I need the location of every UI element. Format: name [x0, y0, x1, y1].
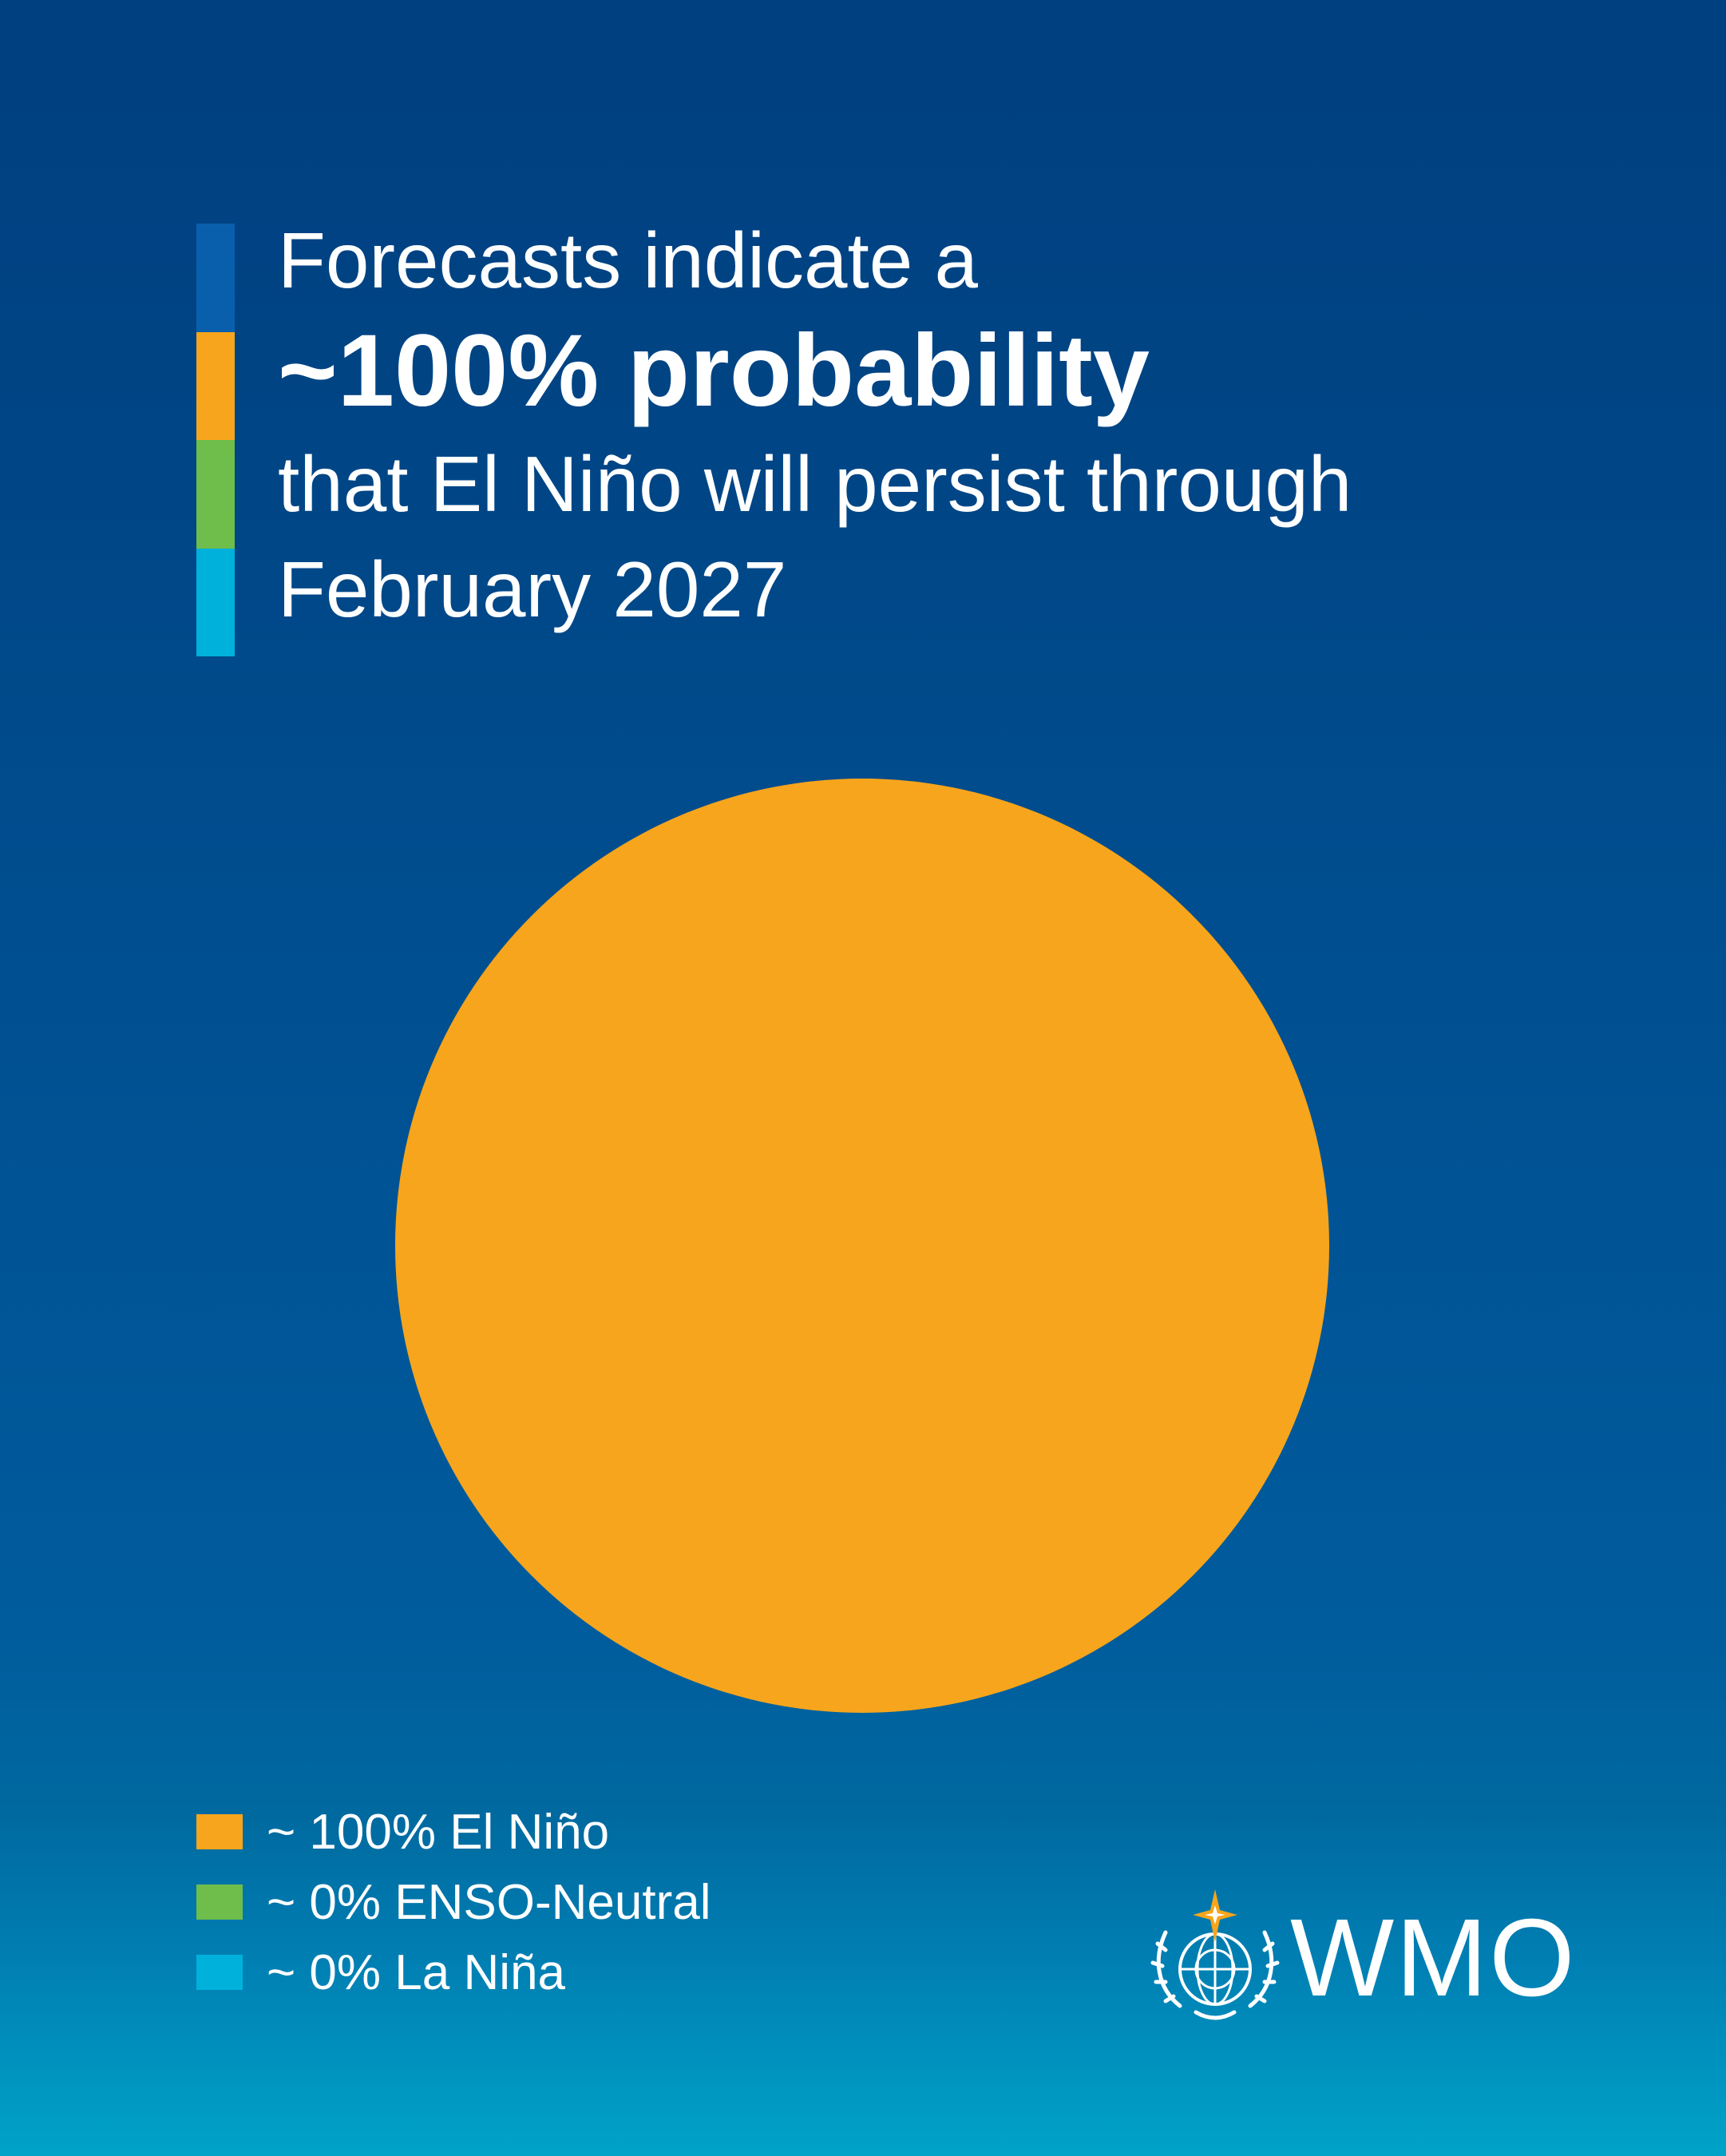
legend-label-enso-neutral: ~ 0% ENSO-Neutral [267, 1874, 711, 1930]
pie-chart [395, 779, 1329, 1713]
un-emblem-with-star-icon [1150, 1889, 1280, 2020]
legend-item-la-nina: ~ 0% La Niña [196, 1937, 711, 2007]
legend-swatch-el-nino [196, 1814, 243, 1849]
accent-segment-blue [196, 224, 235, 332]
legend-swatch-la-nina [196, 1955, 243, 1990]
accent-segment-green [196, 440, 235, 549]
legend-item-el-nino: ~ 100% El Niño [196, 1797, 711, 1867]
accent-segment-orange [196, 331, 235, 440]
headline-line-4: February 2027 [278, 545, 787, 633]
headline-line-3: that El Niño will persist through [278, 440, 1352, 528]
pie-slice-el-nino [395, 779, 1329, 1713]
headline-probability: ~100% probability [278, 314, 1150, 428]
headline-accent-bar [196, 224, 235, 656]
accent-segment-cyan [196, 548, 235, 656]
wmo-logo-text: WMO [1290, 1896, 1577, 2019]
headline-line-1: Forecasts indicate a [278, 216, 978, 304]
wmo-logo: WMO [1148, 1886, 1577, 2030]
legend-item-enso-neutral: ~ 0% ENSO-Neutral [196, 1867, 711, 1937]
legend: ~ 100% El Niño ~ 0% ENSO-Neutral ~ 0% La… [196, 1797, 711, 2007]
headline: Forecasts indicate a ~100% probability t… [278, 209, 1675, 642]
legend-label-la-nina: ~ 0% La Niña [267, 1944, 565, 2000]
legend-label-el-nino: ~ 100% El Niño [267, 1804, 610, 1860]
legend-swatch-enso-neutral [196, 1885, 243, 1920]
